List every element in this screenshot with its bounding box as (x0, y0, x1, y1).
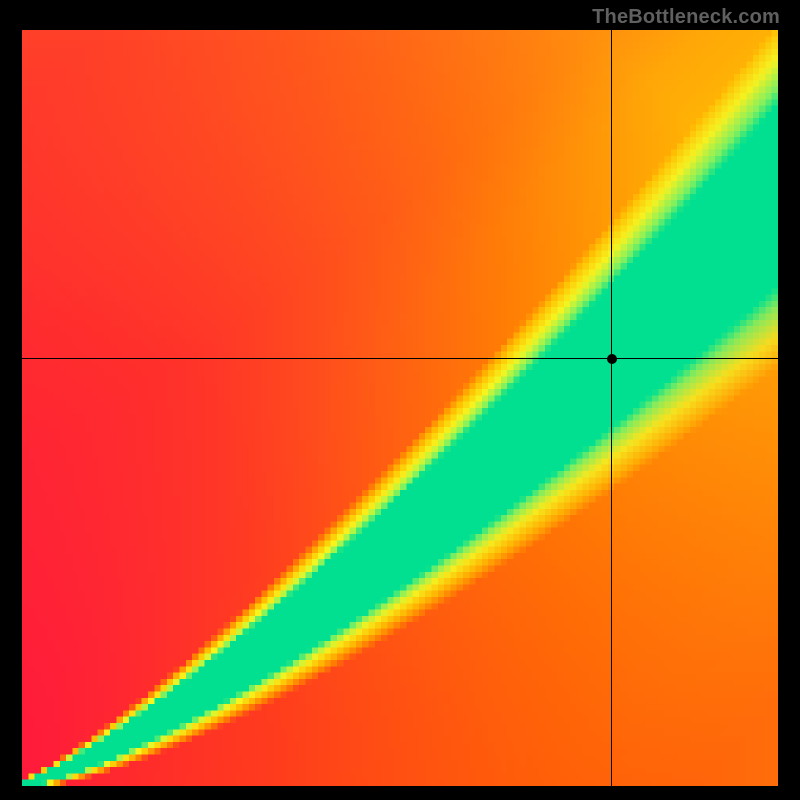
watermark-text: TheBottleneck.com (592, 6, 780, 29)
crosshair-horizontal (22, 358, 778, 359)
bottleneck-heatmap (22, 30, 778, 786)
crosshair-vertical (611, 30, 612, 786)
marker-point (607, 354, 617, 364)
chart-container: TheBottleneck.com (0, 0, 800, 800)
